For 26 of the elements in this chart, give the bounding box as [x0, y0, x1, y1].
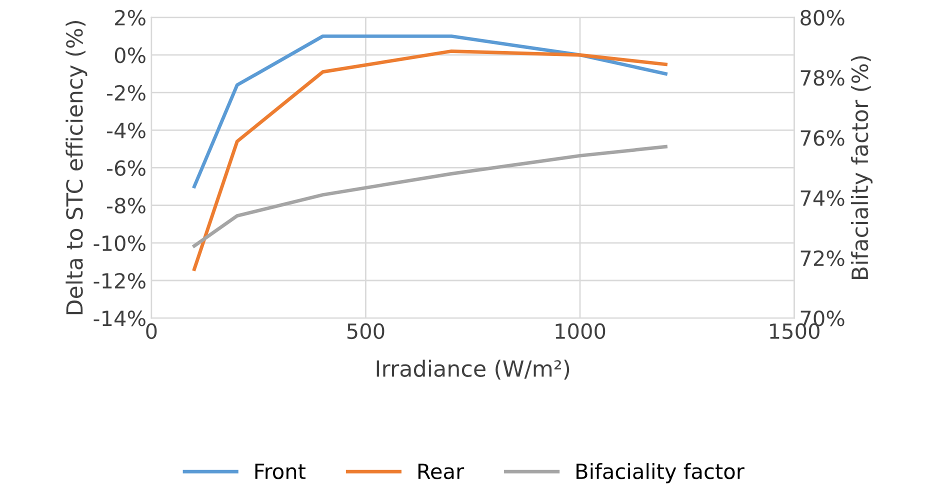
y-tick-label: -12%	[94, 272, 146, 289]
y-tick-label: -4%	[107, 122, 146, 138]
y-tick-label: -2%	[107, 85, 146, 101]
x-tick-label: 1000	[556, 323, 606, 340]
y-axis-title: Delta to STC efficiency (%)	[66, 21, 88, 314]
line-series	[192, 49, 668, 271]
y2-tick-label: 78%	[800, 70, 844, 86]
x-tick-label: 500	[347, 323, 384, 340]
x-tick-label: 0	[146, 323, 157, 340]
y2-axis-title: Bifaciality factor (%)	[851, 56, 873, 279]
legend-label: Rear	[418, 464, 464, 480]
x-axis-title: Irradiance (W/m²)	[376, 360, 570, 380]
legend-label: Bifaciality factor	[576, 463, 744, 484]
y2-tick-label: 80%	[800, 10, 844, 26]
legend-label: Front	[255, 464, 306, 480]
y-tick-label: 2%	[115, 10, 146, 26]
y-tick-label: -14%	[94, 310, 146, 326]
line-series	[192, 34, 668, 188]
y2-tick-label: 74%	[800, 190, 844, 206]
y2-tick-label: 72%	[800, 250, 844, 266]
y-tick-label: -10%	[94, 235, 146, 252]
line-series	[192, 144, 668, 248]
y-tick-label: -8%	[107, 198, 146, 214]
y-tick-label: -6%	[107, 160, 146, 176]
y-tick-label: 0%	[114, 47, 146, 64]
y2-tick-label: 76%	[800, 130, 844, 146]
